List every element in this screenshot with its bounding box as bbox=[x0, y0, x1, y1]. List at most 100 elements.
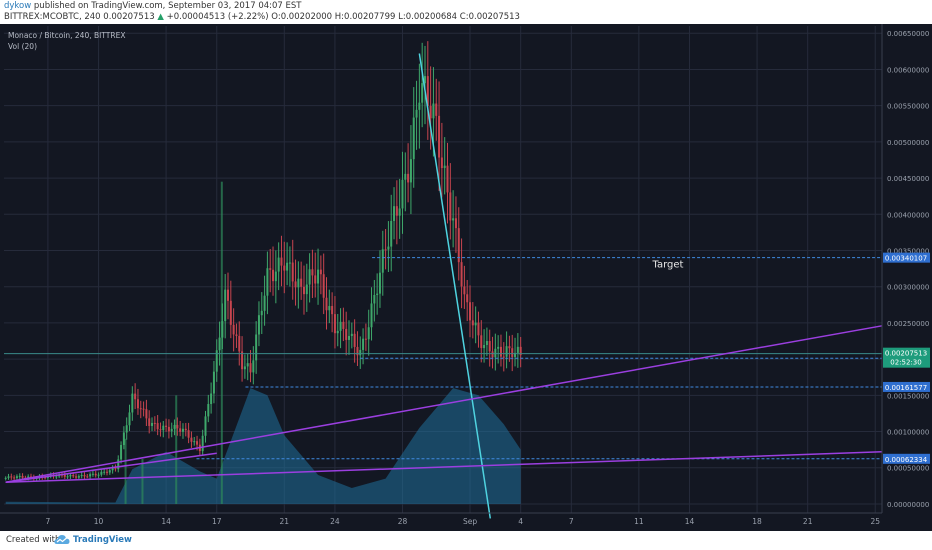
candle-body bbox=[221, 321, 224, 338]
candle-body bbox=[370, 303, 373, 328]
candle-body bbox=[345, 328, 348, 340]
candle-body bbox=[412, 117, 415, 160]
candle-body bbox=[15, 476, 18, 478]
candle-body bbox=[336, 330, 339, 334]
candle-body bbox=[224, 289, 227, 322]
candle-body bbox=[120, 444, 123, 460]
candle-body bbox=[474, 322, 477, 326]
candle-body bbox=[10, 476, 13, 478]
candle-body bbox=[300, 278, 303, 287]
price-axis[interactable]: 0.00650000 0.00600000 0.00550000 0.00500000… bbox=[881, 24, 932, 531]
candle-body bbox=[485, 341, 488, 345]
candle-body bbox=[105, 471, 108, 473]
candle-body bbox=[339, 321, 342, 331]
candle-body bbox=[128, 412, 131, 426]
candle-body bbox=[167, 426, 170, 432]
candle-body bbox=[418, 102, 421, 110]
author-link[interactable]: dykow bbox=[4, 1, 32, 11]
candle-body bbox=[257, 315, 260, 335]
candle-body bbox=[125, 425, 128, 433]
time-axis[interactable]: 7 10 14 17 21 24 28 Sep 4 7 11 14 18 21 25 bbox=[0, 512, 882, 526]
candle-body bbox=[508, 346, 511, 349]
candle-body bbox=[387, 246, 390, 250]
candle-body bbox=[322, 274, 325, 298]
candle-body bbox=[505, 346, 508, 357]
candle-body bbox=[44, 477, 47, 479]
candle-body bbox=[378, 272, 381, 294]
time-tick-label: Sep bbox=[463, 517, 477, 526]
candle-body bbox=[514, 352, 517, 357]
candle-body bbox=[18, 475, 21, 477]
price-chart[interactable]: 0.00340107Target0.002011120.001615770.00… bbox=[0, 24, 932, 531]
candle-body bbox=[359, 349, 362, 356]
chart-legend: Monaco / Bitcoin, 240, BITTREX Vol (20) bbox=[8, 31, 125, 51]
trendline bbox=[5, 451, 883, 483]
candle-body bbox=[86, 476, 89, 478]
time-tick-label: 25 bbox=[870, 517, 880, 526]
volume-layer bbox=[5, 181, 521, 504]
time-tick-label: 7 bbox=[46, 517, 51, 526]
price-level-tag bbox=[883, 453, 930, 464]
candle-body bbox=[159, 429, 162, 431]
candle-body bbox=[142, 408, 145, 410]
candle-body bbox=[446, 165, 449, 193]
candle-body bbox=[114, 468, 117, 470]
price-tick-label: 0.00100000 bbox=[887, 429, 929, 437]
price-tick-label: 0.00250000 bbox=[887, 320, 929, 328]
publish-info: published on TradingView.com, September … bbox=[33, 1, 302, 11]
volume-legend: Vol (20) bbox=[8, 42, 37, 51]
symbol-line: BITTREX:MCOBTC, 240 0.00207513 ▲ +0.0000… bbox=[4, 12, 520, 22]
candle-body bbox=[454, 218, 457, 229]
candle-body bbox=[286, 262, 289, 271]
candle-body bbox=[94, 473, 97, 476]
candle-body bbox=[477, 322, 480, 336]
candle-body bbox=[480, 335, 483, 349]
candle-body bbox=[235, 334, 238, 336]
candle-body bbox=[4, 477, 7, 479]
candle-body bbox=[156, 423, 159, 430]
symbol-info: BITTREX:MCOBTC, 240 0.00207513 bbox=[4, 12, 155, 22]
candle-body bbox=[83, 475, 86, 477]
time-tick-label: 14 bbox=[161, 517, 171, 526]
price-tick-label: 0.00450000 bbox=[887, 175, 929, 183]
candle-body bbox=[511, 348, 514, 357]
candle-body bbox=[187, 430, 190, 438]
grid-lines bbox=[4, 26, 882, 513]
candle-body bbox=[373, 294, 376, 304]
candle-body bbox=[429, 105, 432, 119]
candle-body bbox=[21, 475, 24, 478]
candle-body bbox=[176, 424, 179, 429]
candle-body bbox=[162, 425, 165, 431]
tradingview-link[interactable]: TradingView bbox=[73, 535, 132, 545]
candle-body bbox=[393, 206, 396, 221]
time-tick-label: 24 bbox=[330, 517, 340, 526]
candle-body bbox=[367, 327, 370, 340]
trendline bbox=[5, 325, 883, 483]
time-tick-label: 7 bbox=[569, 517, 574, 526]
price-tick-label: 0.00300000 bbox=[887, 284, 929, 292]
bar-countdown-label: 02:52:30 bbox=[890, 359, 921, 367]
volume-spike bbox=[175, 395, 178, 504]
candle-body bbox=[353, 333, 356, 347]
candle-body bbox=[55, 476, 58, 478]
candle-body bbox=[283, 265, 286, 271]
candle-body bbox=[438, 115, 441, 158]
candle-body bbox=[404, 173, 407, 180]
candle-body bbox=[491, 351, 494, 358]
up-triangle-icon: ▲ bbox=[157, 12, 164, 22]
candle-body bbox=[69, 475, 72, 477]
candle-body bbox=[291, 262, 294, 282]
price-tick-label: 0.00500000 bbox=[887, 139, 929, 147]
tradingview-cloud-icon[interactable] bbox=[54, 533, 70, 547]
candle-body bbox=[241, 351, 244, 370]
candle-body bbox=[13, 477, 16, 479]
candle-body bbox=[311, 269, 314, 276]
candle-body bbox=[407, 173, 410, 183]
candle-body bbox=[395, 206, 398, 216]
candle-body bbox=[325, 297, 328, 311]
target-annotation: Target bbox=[652, 260, 684, 271]
candle-body bbox=[207, 404, 210, 417]
candle-body bbox=[466, 294, 469, 303]
candle-body bbox=[30, 476, 33, 478]
price-tick-label: 0.00350000 bbox=[887, 247, 929, 255]
